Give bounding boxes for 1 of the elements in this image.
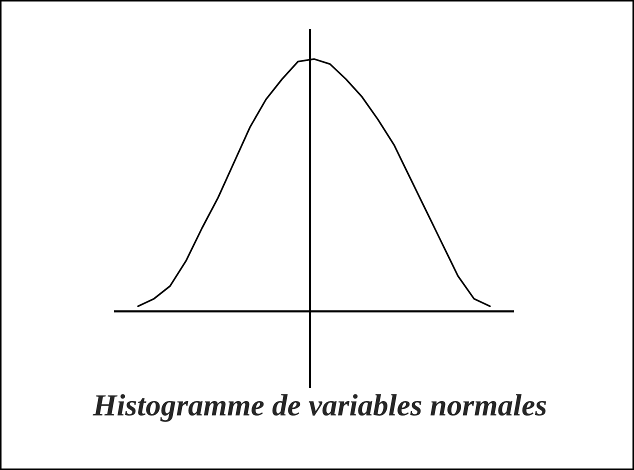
text: Histogramme de variables normales — [92, 394, 546, 422]
